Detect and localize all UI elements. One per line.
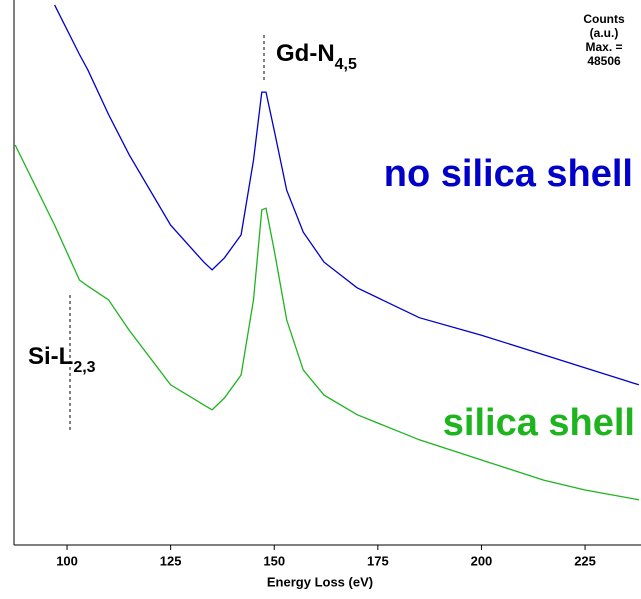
x-tick-label: 150 <box>263 553 285 568</box>
counts-note: (a.u.) <box>590 26 619 40</box>
counts-note: 48506 <box>587 54 621 68</box>
x-tick-label: 125 <box>160 553 182 568</box>
counts-note: Max. = <box>585 40 622 54</box>
si-annotation: Si-L2,3 <box>28 295 96 430</box>
gd-annotation: Gd-N4,5 <box>263 35 357 82</box>
x-tick-label: 175 <box>367 553 389 568</box>
annotation: Gd-N4,5 <box>276 40 357 73</box>
counts-note: Counts <box>583 12 625 26</box>
legend-entry: silica shell <box>443 402 635 444</box>
x-tick-label: 100 <box>56 553 78 568</box>
legend-entry: no silica shell <box>384 153 633 195</box>
x-axis-label: Energy Loss (eV) <box>267 574 373 589</box>
annotation: Si-L2,3 <box>28 343 96 376</box>
series-line <box>54 4 640 386</box>
series-line <box>14 144 640 501</box>
x-tick-label: 225 <box>574 553 596 568</box>
x-tick-label: 200 <box>471 553 493 568</box>
